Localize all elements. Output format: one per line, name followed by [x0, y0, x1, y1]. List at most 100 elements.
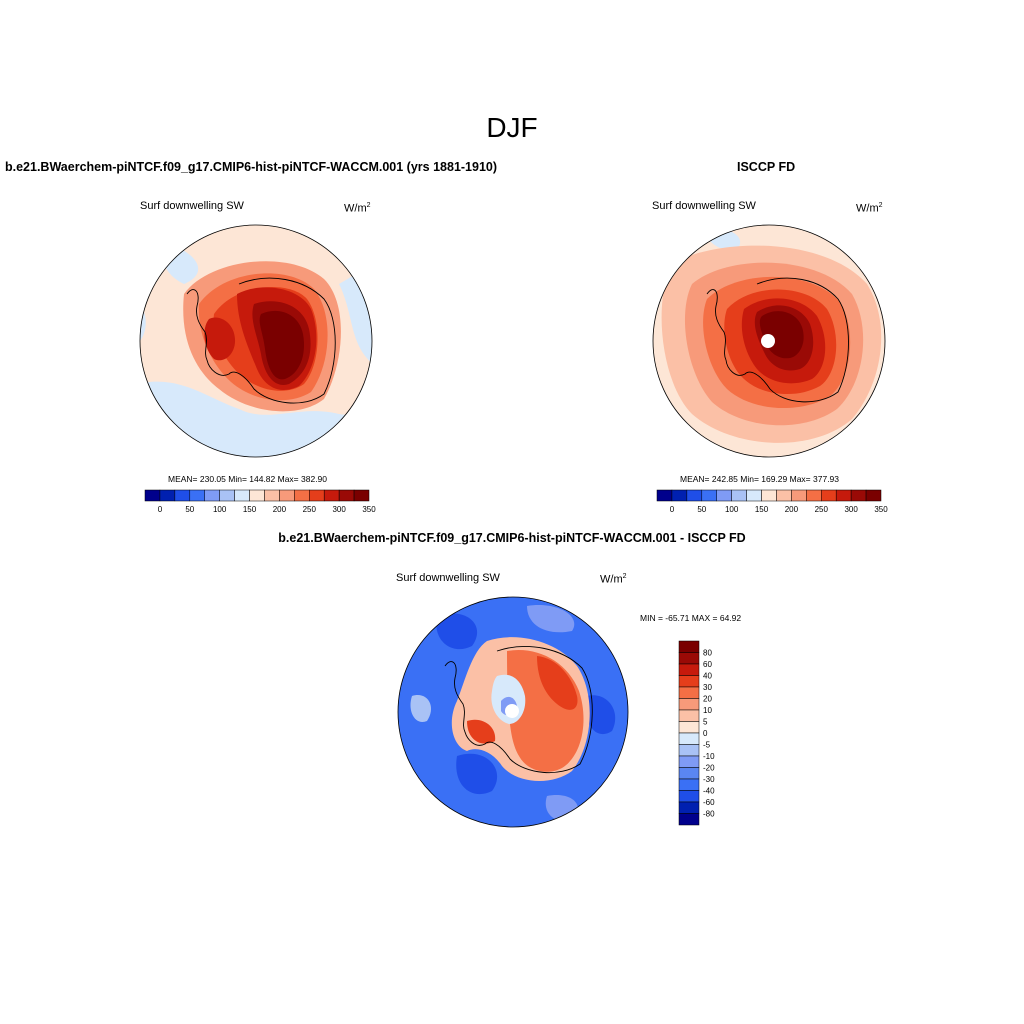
- case-colorbar-tick-label: 250: [303, 505, 317, 514]
- diff-colorbar-swatch: [678, 801, 700, 814]
- case-panel-title: b.e21.BWaerchem-piNTCF.f09_g17.CMIP6-his…: [5, 160, 498, 174]
- diff-map-neg-patch-east: [586, 695, 616, 735]
- obs-map-coastline: [706, 277, 849, 403]
- diff-colorbar-tick-label: 0: [703, 729, 708, 738]
- diff-map-contour-40: [537, 656, 578, 710]
- diff-colorbar-swatch: [678, 732, 700, 745]
- diff-map-neg-patch-sw: [456, 753, 498, 795]
- obs-colorbar: 0 50 100 150 200 250 300 350: [656, 489, 888, 514]
- diff-colorbar-tick-label: -40: [703, 787, 715, 796]
- diff-map-border: [397, 596, 629, 828]
- diff-colorbar-tick-label: 40: [703, 672, 712, 681]
- diff-colorbar-tick-label: 60: [703, 660, 712, 669]
- obs-variable-label: Surf downwelling SW: [652, 200, 756, 212]
- diff-colorbar: 80 60 40 30 20 10 5 0 -5 -10 -20 -30 -40 -60 -80: [678, 640, 715, 826]
- diff-map-weak-patch-north: [527, 605, 575, 633]
- diff-colorbar-tick-label: -80: [703, 810, 715, 819]
- diff-colorbar-swatch: [678, 698, 700, 711]
- diff-map-polar-hole: [505, 704, 519, 718]
- case-map-max-core: [259, 310, 305, 380]
- diff-colorbar-swatch: [678, 686, 700, 699]
- diff-colorbar-tick-label: -60: [703, 798, 715, 807]
- obs-colorbar-swatch: [776, 489, 792, 502]
- diff-colorbar-tick-label: -10: [703, 752, 715, 761]
- diff-colorbar-tick-label: -5: [703, 741, 711, 750]
- diff-colorbar-swatch: [678, 640, 700, 653]
- diff-stats-label: MIN = -65.71 MAX = 64.92: [640, 613, 742, 623]
- case-colorbar-swatch: [249, 489, 265, 502]
- obs-colorbar-swatch: [746, 489, 762, 502]
- obs-colorbar-tick-label: 200: [785, 505, 799, 514]
- obs-polar-map: [652, 224, 886, 458]
- diff-colorbar-tick-label: 20: [703, 695, 712, 704]
- case-colorbar-swatch: [279, 489, 295, 502]
- diff-colorbar-tick-label: 80: [703, 649, 712, 658]
- obs-stats-label: MEAN= 242.85 Min= 169.29 Max= 377.93: [680, 474, 840, 484]
- diff-colorbar-tick-label: 5: [703, 718, 708, 727]
- case-colorbar-tick-label: 300: [332, 505, 346, 514]
- case-colorbar: 0 50 100 150 200 250 300 350: [144, 489, 376, 514]
- case-colorbar-swatch: [204, 489, 220, 502]
- case-colorbar-swatch: [159, 489, 176, 502]
- case-colorbar-swatch: [189, 489, 205, 502]
- case-colorbar-tick-label: 50: [185, 505, 194, 514]
- obs-colorbar-tick-label: 50: [697, 505, 706, 514]
- case-map-border: [139, 224, 373, 458]
- obs-colorbar-swatch: [835, 489, 852, 502]
- obs-map-border: [652, 224, 886, 458]
- diff-map-weak-patch-west: [410, 695, 432, 722]
- case-map-west-antarctica: [204, 317, 236, 361]
- diff-colorbar-swatch: [678, 663, 700, 676]
- obs-colorbar-swatch: [686, 489, 703, 502]
- case-polar-map: [139, 224, 373, 458]
- diff-colorbar-tick-label: 30: [703, 683, 712, 692]
- diff-colorbar-swatch: [678, 721, 700, 734]
- obs-colorbar-swatch: [656, 489, 673, 502]
- diff-colorbar-tick-label: -20: [703, 764, 715, 773]
- obs-colorbar-tick-label: 100: [725, 505, 739, 514]
- diff-colorbar-swatch: [678, 652, 700, 665]
- case-colorbar-swatch: [264, 489, 280, 502]
- diff-colorbar-tick-label: 10: [703, 706, 712, 715]
- diff-units-label: W/m2: [600, 573, 627, 586]
- obs-colorbar-tick-label: 250: [815, 505, 829, 514]
- diff-colorbar-tick-label: -30: [703, 775, 715, 784]
- case-colorbar-swatch: [309, 489, 325, 502]
- obs-colorbar-tick-label: 300: [844, 505, 858, 514]
- diff-map-coastline: [444, 646, 593, 774]
- obs-colorbar-swatch: [701, 489, 717, 502]
- diff-colorbar-swatch: [678, 813, 700, 826]
- case-map-coastline: [186, 277, 336, 404]
- obs-colorbar-swatch: [865, 489, 882, 502]
- obs-colorbar-swatch: [806, 489, 822, 502]
- diff-panel-title: b.e21.BWaerchem-piNTCF.f09_g17.CMIP6-his…: [278, 531, 746, 545]
- case-colorbar-swatch: [174, 489, 191, 502]
- case-colorbar-swatch: [353, 489, 370, 502]
- obs-map-polar-hole: [761, 334, 775, 348]
- case-colorbar-tick-label: 200: [273, 505, 287, 514]
- case-colorbar-tick-label: 150: [243, 505, 257, 514]
- obs-colorbar-swatch: [850, 489, 867, 502]
- diff-colorbar-swatch: [678, 790, 700, 803]
- case-colorbar-swatch: [219, 489, 235, 502]
- obs-colorbar-swatch: [671, 489, 688, 502]
- obs-colorbar-tick-label: 150: [755, 505, 769, 514]
- obs-colorbar-swatch: [731, 489, 747, 502]
- diff-colorbar-swatch: [678, 709, 700, 722]
- case-variable-label: Surf downwelling SW: [140, 200, 244, 212]
- obs-colorbar-swatch: [761, 489, 777, 502]
- obs-colorbar-tick-label: 350: [874, 505, 888, 514]
- diff-variable-label: Surf downwelling SW: [396, 572, 500, 584]
- obs-colorbar-swatch: [716, 489, 732, 502]
- case-colorbar-swatch: [144, 489, 161, 502]
- diff-colorbar-swatch: [678, 778, 700, 791]
- diff-colorbar-swatch: [678, 675, 700, 688]
- case-colorbar-swatch: [338, 489, 355, 502]
- figure-title: DJF: [486, 112, 538, 143]
- diff-colorbar-swatch: [678, 755, 700, 768]
- diff-colorbar-swatch: [678, 767, 700, 780]
- obs-colorbar-tick-label: 0: [670, 505, 675, 514]
- diff-polar-map: [397, 596, 629, 828]
- diff-map-peninsula-positive: [467, 719, 496, 744]
- case-stats-label: MEAN= 230.05 Min= 144.82 Max= 382.90: [168, 474, 328, 484]
